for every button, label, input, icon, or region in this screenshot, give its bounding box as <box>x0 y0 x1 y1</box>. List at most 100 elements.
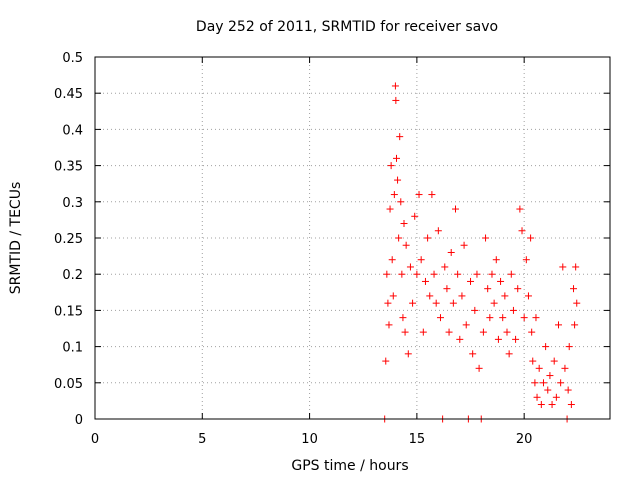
y-tick-label: 0.4 <box>62 123 83 138</box>
data-point <box>471 306 479 314</box>
data-point <box>447 248 455 256</box>
data-point <box>572 263 580 271</box>
data-point <box>528 328 536 336</box>
data-point <box>533 393 541 401</box>
data-point <box>460 241 468 249</box>
data-point <box>475 364 483 372</box>
data-point <box>384 299 392 307</box>
data-point <box>522 256 530 264</box>
x-axis-title: GPS time / hours <box>291 458 408 474</box>
data-point <box>482 234 490 242</box>
data-point <box>520 314 528 322</box>
data-point <box>404 350 412 358</box>
data-point <box>561 364 569 372</box>
y-tick-label: 0.05 <box>54 377 83 392</box>
data-point <box>524 292 532 300</box>
y-axis-tick-labels: 0 0.05 0.1 0.15 0.2 0.25 0.3 0.35 0.4 0.45 0.5 <box>54 51 83 428</box>
data-point <box>555 321 562 329</box>
data-point <box>467 277 475 285</box>
x-tick-label: 0 <box>91 432 99 447</box>
data-point <box>507 270 515 278</box>
data-point <box>415 191 423 199</box>
data-point <box>441 263 449 271</box>
data-point <box>386 205 394 213</box>
data-point <box>529 357 537 365</box>
data-point <box>454 270 462 278</box>
data-series-srmtid <box>381 82 581 423</box>
data-point <box>389 292 397 300</box>
data-point <box>395 234 403 242</box>
data-point <box>387 162 395 170</box>
data-point <box>544 386 552 394</box>
data-point <box>503 328 511 336</box>
data-point <box>449 299 457 307</box>
data-point <box>514 285 522 293</box>
data-point <box>494 335 502 343</box>
data-point <box>426 292 434 300</box>
data-point <box>452 205 459 213</box>
data-point <box>390 191 398 199</box>
data-point <box>392 154 400 162</box>
data-point <box>573 299 581 307</box>
data-point <box>469 350 477 358</box>
data-point <box>512 335 520 343</box>
x-tick-label: 10 <box>301 432 318 447</box>
data-point <box>565 343 573 351</box>
data-point <box>571 321 579 329</box>
data-point <box>527 234 535 242</box>
data-point <box>516 205 524 213</box>
data-point <box>396 133 404 141</box>
data-point <box>392 96 400 104</box>
data-point <box>421 277 429 285</box>
data-point <box>428 191 436 199</box>
data-point <box>532 314 540 322</box>
data-point <box>445 328 453 336</box>
data-point <box>531 379 539 387</box>
data-point <box>497 277 505 285</box>
data-point <box>424 234 432 242</box>
data-point <box>484 285 492 293</box>
y-axis-title: SRMTID / TECUs <box>8 182 24 295</box>
x-tick-label: 20 <box>516 432 533 447</box>
data-point <box>462 321 470 329</box>
data-point <box>473 270 481 278</box>
data-point <box>492 256 500 264</box>
data-point <box>564 386 572 394</box>
data-point <box>397 198 405 206</box>
y-tick-label: 0.5 <box>62 51 83 66</box>
data-point <box>400 220 408 228</box>
y-tick-label: 0.15 <box>54 304 83 319</box>
data-point <box>557 379 565 387</box>
y-tick-label: 0.2 <box>62 268 83 283</box>
data-point <box>409 299 417 307</box>
data-point <box>567 401 575 409</box>
data-point <box>417 256 425 264</box>
grid <box>95 57 610 419</box>
data-point <box>432 299 440 307</box>
data-point <box>499 314 507 322</box>
y-tick-label: 0 <box>75 413 83 428</box>
x-tick-label: 15 <box>409 432 426 447</box>
y-tick-label: 0.3 <box>62 196 83 211</box>
y-tick-label: 0.25 <box>54 232 83 247</box>
data-point <box>402 241 410 249</box>
y-tick-label: 0.45 <box>54 87 83 102</box>
x-axis-tick-labels: 0 5 10 15 20 <box>91 432 533 447</box>
data-point <box>570 285 578 293</box>
data-point <box>550 357 558 365</box>
data-point <box>391 82 399 90</box>
y-tick-label: 0.1 <box>62 341 83 356</box>
data-point <box>443 285 451 293</box>
data-point <box>398 270 406 278</box>
data-point <box>401 328 409 336</box>
data-point <box>385 321 393 329</box>
data-point <box>382 357 390 365</box>
data-point <box>399 314 407 322</box>
data-point <box>488 270 496 278</box>
data-point <box>419 328 427 336</box>
data-point <box>535 364 543 372</box>
data-point <box>559 263 567 271</box>
data-point <box>505 350 513 358</box>
chart-title: Day 252 of 2011, SRMTID for receiver sav… <box>196 19 498 35</box>
